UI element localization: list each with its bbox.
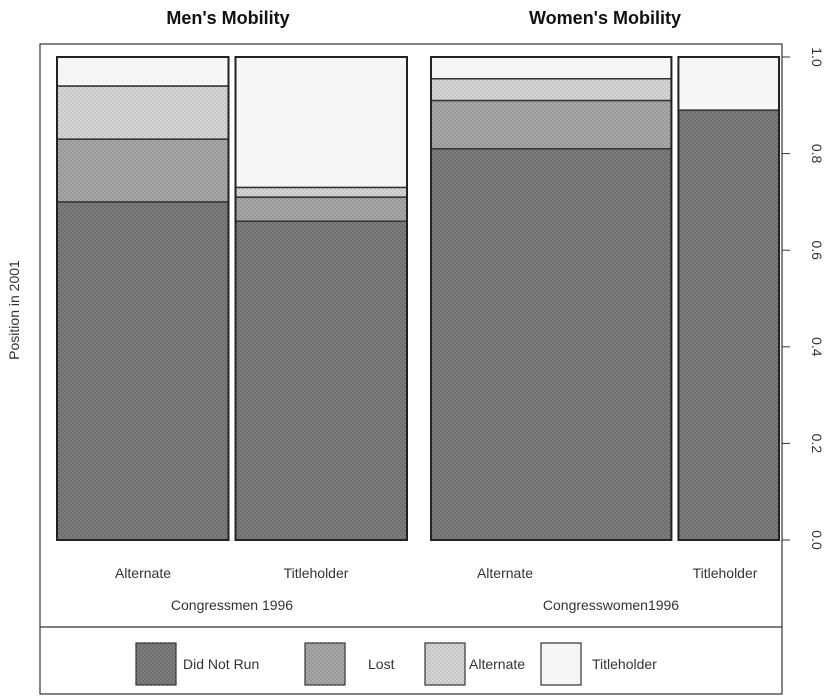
panel-title-women: Women's Mobility <box>529 8 681 28</box>
y-tick-label-2: 0.4 <box>809 337 825 357</box>
legend: Did Not Run Lost Alternate Titleholder <box>135 642 657 686</box>
legend-label-alternate: Alternate <box>469 656 525 672</box>
bar-segment-men-s-mobility-alternate-titleholder <box>56 56 230 87</box>
bar-segment-men-s-mobility-titleholder-titleholder <box>234 56 408 189</box>
group-label-men: Congressmen 1996 <box>171 597 293 613</box>
y-axis-label: Position in 2001 <box>6 260 22 360</box>
bars-layer <box>56 56 781 541</box>
x-label-women-alternate: Alternate <box>477 565 533 581</box>
y-ticks: 0.0 0.2 0.4 0.6 0.8 1.0 <box>782 47 825 550</box>
bar-texture-women-s-mobility-alternate-alternate <box>431 78 672 101</box>
group-label-women: Congresswomen1996 <box>543 597 679 613</box>
panel-title-men: Men's Mobility <box>166 8 289 28</box>
column-frame-women-s-mobility-alternate <box>430 56 673 541</box>
column-frame-men-s-mobility-alternate <box>56 56 230 541</box>
bar-texture-women-s-mobility-alternate-did-not-run <box>431 148 672 540</box>
column-frame-men-s-mobility-titleholder <box>234 56 408 541</box>
legend-label-titleholder: Titleholder <box>592 656 657 672</box>
bar-texture-women-s-mobility-titleholder-did-not-run <box>678 110 779 540</box>
y-tick-label-5: 1.0 <box>809 47 825 67</box>
bar-texture-men-s-mobility-alternate-lost <box>57 139 229 202</box>
y-tick-label-0: 0.0 <box>809 530 825 550</box>
column-frame-women-s-mobility-titleholder <box>677 56 781 541</box>
x-label-men-titleholder: Titleholder <box>284 565 349 581</box>
legend-label-lost: Lost <box>368 656 395 672</box>
bar-texture-men-s-mobility-titleholder-lost <box>235 197 407 222</box>
legend-swatch-titleholder <box>540 642 582 686</box>
y-tick-label-3: 0.6 <box>809 240 825 260</box>
bar-segment-women-s-mobility-alternate-titleholder <box>430 56 673 80</box>
y-tick-label-1: 0.2 <box>809 434 825 454</box>
bar-texture-men-s-mobility-alternate-alternate <box>57 85 229 140</box>
x-label-women-titleholder: Titleholder <box>693 565 758 581</box>
bar-segment-women-s-mobility-titleholder-titleholder <box>677 56 780 111</box>
legend-label-did-not-run: Did Not Run <box>183 656 259 672</box>
bar-texture-men-s-mobility-alternate-did-not-run <box>57 201 229 540</box>
x-label-men-alternate: Alternate <box>115 565 171 581</box>
bar-texture-women-s-mobility-alternate-lost <box>431 100 672 149</box>
bar-texture-men-s-mobility-titleholder-did-not-run <box>235 221 407 540</box>
y-tick-label-4: 0.8 <box>809 144 825 164</box>
bar-texture-men-s-mobility-titleholder-alternate <box>235 187 407 198</box>
